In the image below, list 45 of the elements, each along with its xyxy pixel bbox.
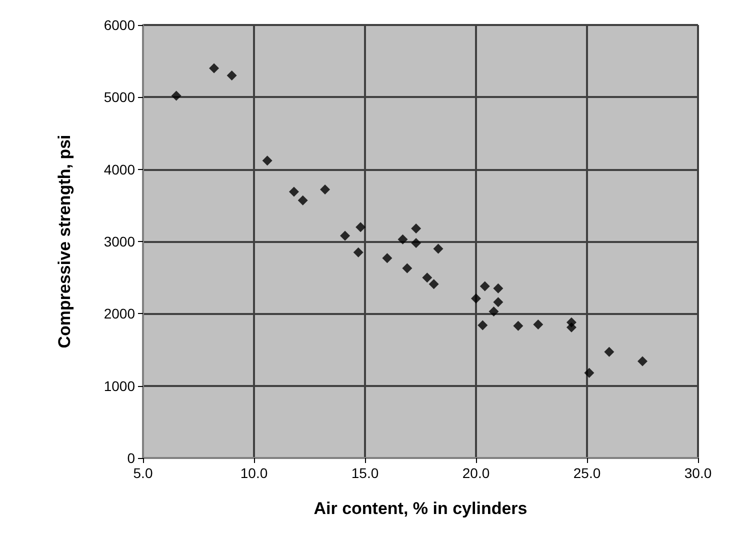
point <box>513 320 524 331</box>
point <box>356 222 366 232</box>
point <box>411 224 422 234</box>
y-tick-label: 4000 <box>104 161 136 178</box>
point <box>288 186 299 197</box>
point <box>209 63 220 74</box>
point <box>604 346 614 357</box>
point <box>353 247 364 258</box>
y-tick-label: 6000 <box>104 17 136 33</box>
point <box>422 272 432 283</box>
point <box>638 356 648 366</box>
point <box>480 281 490 292</box>
point <box>382 253 392 264</box>
point <box>340 230 350 241</box>
point <box>493 297 504 308</box>
point <box>320 184 330 195</box>
x-axis-title: Air content, % in cylinders <box>314 499 528 518</box>
x-tick-label: 20.0 <box>462 465 490 481</box>
x-tick-label: 15.0 <box>351 465 379 481</box>
point <box>433 244 444 254</box>
x-tick-label: 10.0 <box>240 465 268 481</box>
y-tick-label: 3000 <box>104 234 136 250</box>
y-tick-label: 1000 <box>104 378 136 394</box>
point <box>226 70 237 81</box>
point <box>411 238 422 248</box>
point <box>533 319 544 330</box>
point <box>488 306 499 316</box>
x-tick-label: 30.0 <box>684 465 712 481</box>
point <box>262 156 272 166</box>
point <box>398 234 408 244</box>
x-tick-label: 25.0 <box>573 465 601 481</box>
point <box>402 263 412 274</box>
point <box>171 90 182 101</box>
point <box>584 368 594 378</box>
point <box>493 283 504 294</box>
y-axis-title: Compressive strength, psi <box>55 134 74 348</box>
point <box>428 279 439 290</box>
y-tick-label: 0 <box>127 450 136 466</box>
point <box>478 320 488 330</box>
point <box>298 195 308 206</box>
point <box>471 294 481 304</box>
y-tick-label: 5000 <box>104 89 136 106</box>
y-tick-label: 2000 <box>104 306 136 322</box>
point <box>566 322 576 332</box>
x-tick-label: 5.0 <box>133 465 153 481</box>
